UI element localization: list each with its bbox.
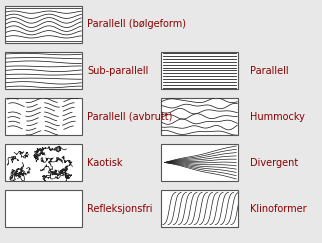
Bar xyxy=(5,144,82,181)
Text: Refleksjonsfri: Refleksjonsfri xyxy=(87,203,153,214)
Bar xyxy=(161,190,238,227)
Text: Parallell (avbrutt): Parallell (avbrutt) xyxy=(87,112,173,122)
Bar xyxy=(5,98,82,135)
Text: Hummocky: Hummocky xyxy=(250,112,305,122)
Text: Parallell: Parallell xyxy=(250,66,289,76)
Text: Sub-parallell: Sub-parallell xyxy=(87,66,149,76)
Bar xyxy=(161,52,238,89)
Bar xyxy=(5,190,82,227)
Text: Divergent: Divergent xyxy=(250,157,298,167)
Bar xyxy=(161,98,238,135)
Text: Klinoformer: Klinoformer xyxy=(250,203,307,214)
Text: Parallell (bølgeform): Parallell (bølgeform) xyxy=(87,19,186,29)
Bar xyxy=(161,144,238,181)
Bar xyxy=(5,52,82,89)
Text: Kaotisk: Kaotisk xyxy=(87,157,123,167)
Bar xyxy=(5,6,82,43)
